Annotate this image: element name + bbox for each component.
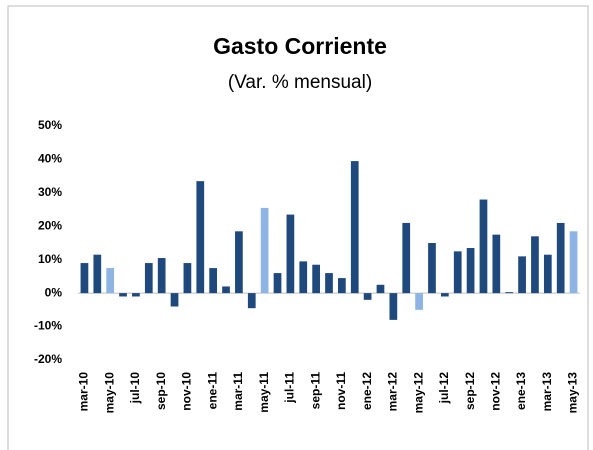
bar xyxy=(543,254,552,294)
chart-frame xyxy=(7,5,589,450)
bar xyxy=(492,234,501,294)
x-tick-label: may-13 xyxy=(566,372,580,414)
x-tick-label: mar-13 xyxy=(540,372,554,412)
x-tick-label: mar-12 xyxy=(386,372,400,412)
x-tick-label: mar-11 xyxy=(231,372,245,411)
bar xyxy=(312,264,320,294)
bar xyxy=(505,292,514,294)
bar xyxy=(235,231,243,294)
bar xyxy=(247,293,256,309)
x-tick-label: mar-10 xyxy=(77,372,91,412)
x-tick-label: may-10 xyxy=(102,372,116,414)
x-tick-label: nov-10 xyxy=(180,372,194,411)
x-tick-label: nov-12 xyxy=(489,372,503,411)
x-tick-label: nov-11 xyxy=(334,372,348,410)
bar xyxy=(106,268,115,294)
bar xyxy=(338,278,346,294)
x-tick-label: sep-11 xyxy=(308,372,322,410)
x-tick-label: ene-12 xyxy=(360,372,374,410)
bar xyxy=(350,161,359,294)
bar xyxy=(260,207,269,294)
bar xyxy=(569,231,578,294)
x-tick-label: may-12 xyxy=(411,372,425,414)
bar xyxy=(389,293,398,320)
bar xyxy=(531,236,539,294)
bar xyxy=(209,268,218,294)
x-tick-label: ene-11 xyxy=(205,372,219,410)
bar xyxy=(183,263,192,294)
bar xyxy=(479,199,488,294)
bar xyxy=(196,181,205,294)
bar xyxy=(119,293,127,297)
bar xyxy=(466,248,475,294)
y-tick-label: 40% xyxy=(38,152,62,166)
bar xyxy=(402,222,411,294)
x-tick-label: may-11 xyxy=(257,372,271,413)
x-tick-label: ene-13 xyxy=(514,372,528,410)
y-tick-label: 0% xyxy=(45,285,63,299)
x-tick-label: sep-12 xyxy=(463,372,477,410)
bar xyxy=(286,214,295,294)
bar xyxy=(376,284,385,294)
bar xyxy=(170,293,179,307)
bar xyxy=(556,222,565,294)
bar xyxy=(273,273,282,294)
bar xyxy=(80,263,89,294)
bar xyxy=(428,243,436,294)
bar xyxy=(157,258,166,294)
bar xyxy=(325,273,333,294)
x-tick-label: jul-12 xyxy=(437,372,451,405)
chart-title: Gasto Corriente xyxy=(213,33,387,59)
x-tick-label: jul-11 xyxy=(283,372,297,404)
y-tick-label: -20% xyxy=(34,352,62,366)
bar xyxy=(222,286,230,294)
y-tick-label: 50% xyxy=(38,118,62,132)
x-tick-label: sep-10 xyxy=(154,372,168,410)
bar xyxy=(440,293,449,297)
y-tick-label: 20% xyxy=(38,218,62,232)
chart-subtitle: (Var. % mensual) xyxy=(228,72,372,93)
x-tick-label: jul-10 xyxy=(128,372,142,405)
bar xyxy=(93,254,102,294)
y-tick-label: 10% xyxy=(38,252,62,266)
bar xyxy=(144,263,153,294)
bar xyxy=(453,251,462,294)
y-tick-label: 30% xyxy=(38,185,62,199)
bar xyxy=(132,293,140,297)
bar xyxy=(299,261,308,294)
bar xyxy=(415,293,423,310)
y-tick-label: -10% xyxy=(34,319,62,333)
bar xyxy=(363,293,372,300)
bar xyxy=(518,256,526,294)
